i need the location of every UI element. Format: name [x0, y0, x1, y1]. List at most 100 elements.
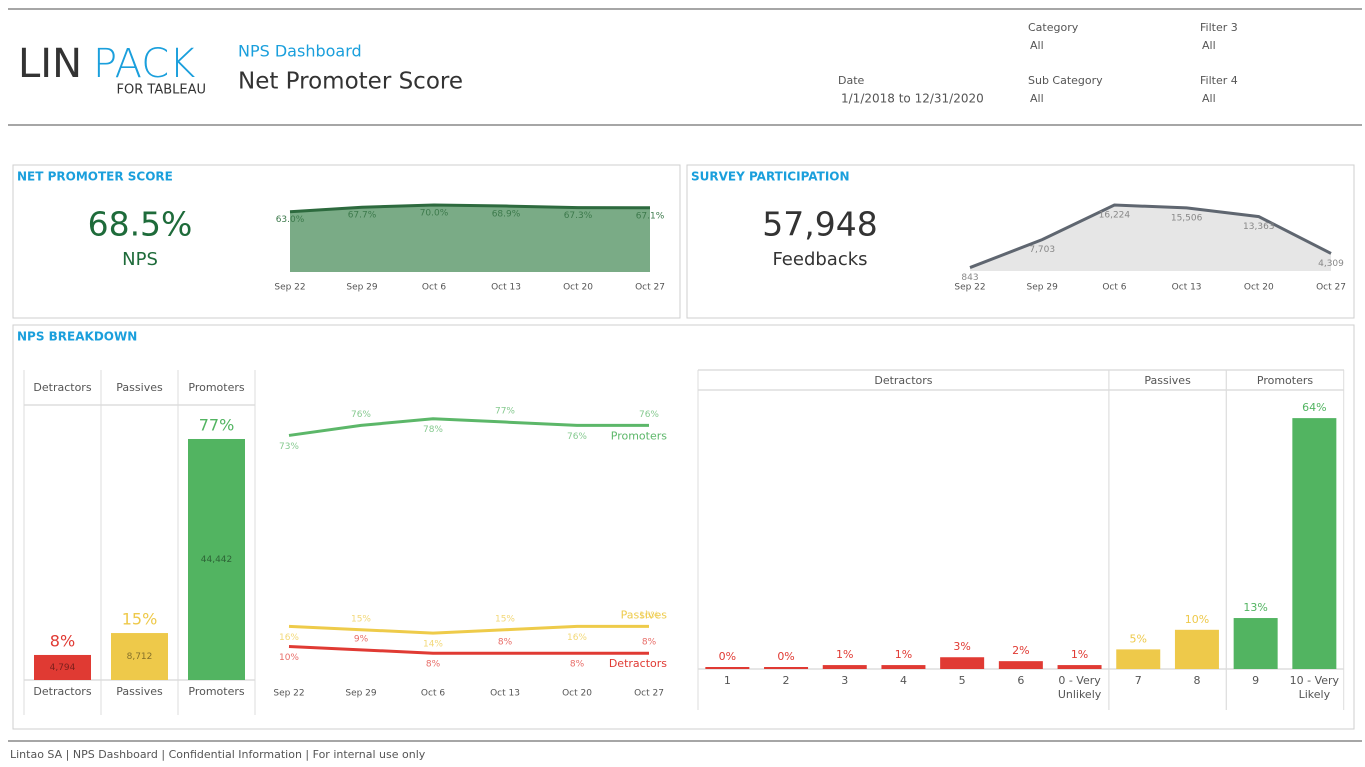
data-label: 16% — [279, 633, 299, 643]
data-label: 13,363 — [1243, 222, 1275, 232]
filter-value[interactable]: All — [1202, 92, 1216, 105]
count-label: 4,794 — [50, 663, 76, 673]
panel-title: NET PROMOTER SCORE — [17, 170, 173, 184]
data-label: 4,309 — [1318, 259, 1344, 269]
series-label: Promoters — [611, 429, 667, 442]
data-label: 13% — [1243, 601, 1267, 614]
x-tick-label: Oct 27 — [1316, 283, 1346, 293]
filter-value[interactable]: 1/1/2018 to 12/31/2020 — [841, 92, 984, 106]
x-tick-label: 4 — [899, 674, 907, 687]
x-tick-label: Oct 20 — [563, 283, 593, 293]
data-label: 15% — [351, 614, 371, 624]
filter-value[interactable]: All — [1030, 92, 1044, 105]
panel-title: SURVEY PARTICIPATION — [691, 170, 850, 184]
data-label: 8% — [498, 638, 513, 648]
data-label: 10% — [279, 653, 299, 663]
data-label: 0% — [719, 650, 736, 663]
data-label: 77% — [495, 407, 515, 417]
x-label-box: 8 — [1193, 674, 1201, 687]
subtitle: NPS Dashboard — [238, 42, 362, 61]
logo-sub: FOR TABLEAU — [117, 83, 206, 98]
group-header: Passives — [1144, 374, 1191, 387]
data-label: 77% — [199, 415, 235, 434]
bar — [34, 654, 91, 680]
x-tick-label: Oct 13 — [490, 689, 520, 699]
series-label: Detractors — [609, 657, 667, 670]
x-tick-label: 6 — [1017, 674, 1025, 687]
data-label: 10% — [1185, 613, 1209, 626]
filter-label: Date — [838, 74, 865, 87]
data-label: 0% — [777, 650, 794, 663]
column-header: Promoters — [188, 381, 244, 394]
data-label: 67.1% — [636, 211, 665, 221]
bar — [111, 633, 168, 680]
data-label: 14% — [423, 640, 443, 650]
kpi-value: 57,948 — [762, 205, 877, 244]
data-label: 843 — [961, 273, 978, 283]
panel — [686, 164, 1355, 319]
group-header: Detractors — [874, 374, 932, 387]
data-label: 76% — [351, 410, 371, 420]
x-label-box: 9 — [1252, 674, 1259, 687]
bar — [881, 665, 926, 669]
data-label: 67.7% — [348, 211, 377, 221]
data-label: 78% — [423, 425, 443, 435]
kpi-label: NPS — [122, 249, 158, 270]
x-label-box: 2 — [782, 674, 790, 687]
panel — [12, 324, 1355, 730]
bar — [188, 438, 245, 680]
filter-label: Sub Category — [1028, 74, 1103, 87]
x-tick-label: Sep 22 — [274, 283, 305, 293]
filter-value[interactable]: All — [1202, 39, 1216, 52]
line — [969, 203, 1332, 269]
filter-label: Filter 4 — [1200, 74, 1238, 87]
data-label: 68.9% — [492, 210, 521, 220]
x-tick-label: 8 — [1193, 674, 1201, 687]
kpi-value: 68.5% — [88, 205, 193, 244]
x-tick-label: Sep 22 — [273, 689, 304, 699]
x-tick-label: Sep 29 — [1027, 283, 1059, 293]
count-label: 44,442 — [201, 555, 233, 565]
x-tick-label: Sep 22 — [954, 283, 985, 293]
x-tick-label: 3 — [841, 674, 849, 687]
column-footer: Detractors — [33, 685, 91, 698]
footer: Lintao SA | NPS Dashboard | Confidential… — [10, 748, 426, 761]
line — [288, 624, 649, 635]
bar — [705, 667, 750, 669]
x-tick-label: Oct 13 — [1172, 283, 1202, 293]
x-tick-label: 7 — [1134, 674, 1142, 687]
x-tick-label: Oct 20 — [562, 689, 592, 699]
data-label: 70.0% — [420, 209, 449, 219]
x-label-box: 4 — [899, 674, 907, 687]
data-label: 76% — [567, 432, 587, 442]
data-label: 8% — [642, 638, 657, 648]
x-tick-label: 2 — [782, 674, 790, 687]
bar — [822, 665, 867, 669]
data-label: 15% — [495, 614, 515, 624]
data-label: 5% — [1130, 632, 1147, 645]
column-footer: Passives — [116, 685, 163, 698]
filter-label: Filter 3 — [1200, 21, 1238, 34]
panel — [12, 164, 681, 319]
bar — [1174, 629, 1219, 669]
title: Net Promoter Score — [238, 69, 463, 95]
series-label: Passives — [621, 608, 668, 621]
x-tick-label: Oct 27 — [635, 283, 665, 293]
data-label: 9% — [354, 634, 369, 644]
x-label-box: 1 — [724, 674, 731, 687]
filter-value[interactable]: All — [1030, 39, 1044, 52]
x-tick-label: Oct 13 — [491, 283, 521, 293]
data-label: 3% — [953, 640, 970, 653]
data-label: 15,506 — [1171, 213, 1203, 223]
x-tick-label: Oct 27 — [634, 689, 664, 699]
bar — [998, 661, 1043, 669]
data-label: 16% — [567, 633, 587, 643]
area — [290, 205, 650, 272]
x-label-box: 10 - Very Likely — [1290, 674, 1339, 701]
x-tick-label: Oct 20 — [1244, 283, 1274, 293]
data-label: 1% — [895, 648, 912, 661]
data-label: 67.3% — [564, 211, 593, 221]
area — [970, 205, 1331, 271]
column-footer: Promoters — [188, 685, 244, 698]
filter-label: Category — [1028, 21, 1079, 34]
